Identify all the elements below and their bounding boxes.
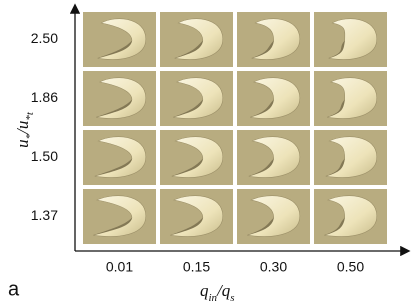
column-label: 0.50 — [337, 259, 364, 275]
slip-face — [324, 217, 345, 236]
dune — [248, 136, 301, 178]
slip-face — [325, 158, 345, 177]
dune — [94, 136, 147, 178]
slip-face — [247, 217, 274, 236]
dune — [93, 195, 147, 237]
column-label: 0.15 — [183, 259, 210, 275]
dune — [327, 77, 378, 119]
dune — [171, 136, 224, 178]
dune — [251, 18, 301, 60]
label-part: *t — [24, 111, 36, 121]
label-part: in — [209, 292, 218, 304]
row-label: 1.86 — [31, 89, 58, 105]
row-label: 1.50 — [31, 148, 58, 164]
dune — [173, 77, 224, 119]
dune — [247, 195, 301, 237]
dune — [325, 136, 378, 178]
row-label: 2.50 — [31, 30, 58, 46]
label-part: q — [200, 281, 209, 300]
column-label: 0.01 — [106, 259, 133, 275]
row-label: 1.37 — [31, 207, 58, 223]
x-axis-label: qin/qs — [200, 281, 235, 304]
label-part: /u — [13, 121, 32, 135]
y-axis-label: u*/u*t — [13, 111, 36, 148]
dune — [250, 77, 301, 119]
slip-face — [328, 40, 345, 59]
dune — [174, 18, 224, 60]
dune — [170, 195, 224, 237]
label-part: u — [13, 139, 32, 148]
dune — [97, 18, 147, 60]
dune — [96, 77, 147, 119]
label-part: * — [24, 133, 36, 139]
dune — [328, 18, 378, 60]
slip-face — [251, 40, 274, 59]
slip-face — [327, 99, 345, 118]
dune — [324, 195, 378, 237]
slip-face — [248, 158, 274, 177]
column-label: 0.30 — [260, 259, 287, 275]
panel-label: a — [8, 278, 20, 300]
label-part: /q — [216, 281, 231, 300]
slip-face — [250, 99, 274, 118]
label-part: s — [230, 292, 234, 304]
